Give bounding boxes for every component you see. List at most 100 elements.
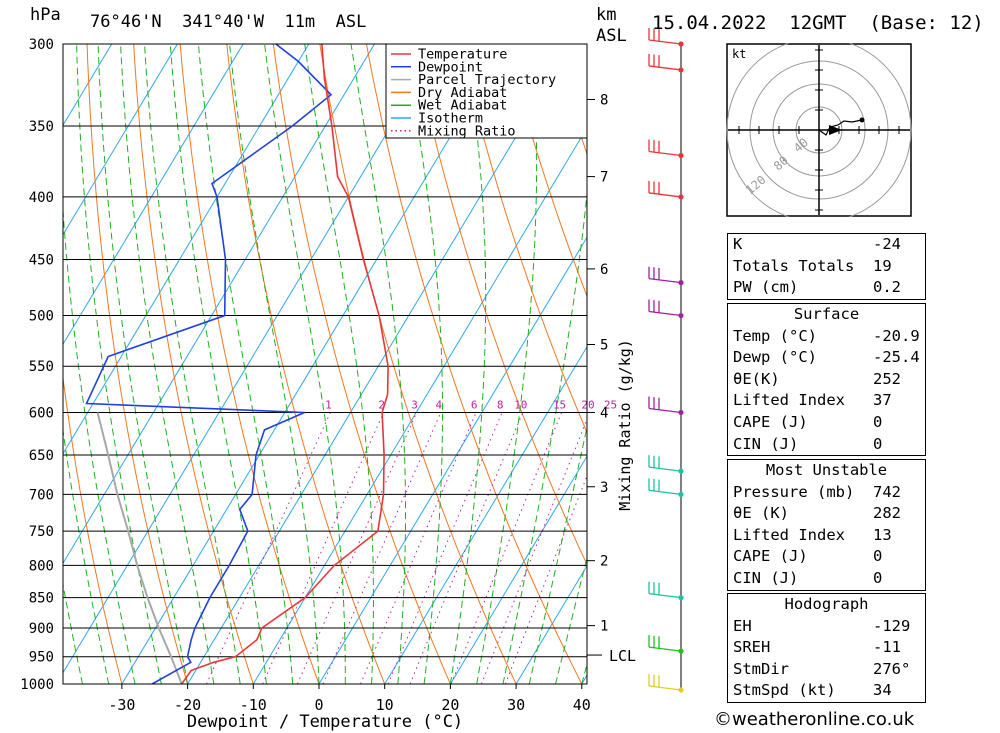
index-label: CIN (J): [733, 568, 799, 587]
isotherm-line: [63, 44, 178, 236]
most-unstable-table: Most Unstable Pressure (mb) 742 θE (K) 282 Li…: [727, 459, 926, 591]
km-tick-label: 5: [600, 338, 608, 354]
mixing-ratio-label: 25: [604, 398, 617, 411]
wet-adiabat-line: [120, 44, 215, 684]
mixing-ratio-label: 2: [378, 398, 385, 411]
wet-adiabat-line: [63, 581, 83, 684]
index-value: -11: [873, 638, 901, 657]
index-row: Temp (°C) -20.9: [728, 326, 925, 348]
x-tick-label: -30: [108, 696, 135, 714]
wet-adiabat-line: [76, 44, 162, 684]
index-value: 34: [873, 681, 892, 700]
wind-barb: [648, 266, 684, 286]
index-value: 252: [873, 369, 901, 388]
wind-barb: [648, 180, 684, 200]
km-tick-label: 1: [600, 619, 608, 635]
isotherm-line: [515, 564, 587, 684]
index-label: CAPE (J): [733, 547, 808, 566]
pressure-tick-label: 300: [29, 37, 54, 53]
index-value: 0.2: [873, 278, 901, 297]
mixing-ratio-line: [322, 412, 442, 684]
legend-entry: Wet Adiabat: [418, 98, 507, 114]
mixing-ratio-label: 6: [471, 398, 478, 411]
temperature-line: [181, 44, 389, 684]
wet-adiabat-line: [304, 44, 374, 684]
index-row: SREH -11: [728, 637, 925, 659]
index-label: θE(K): [733, 369, 780, 388]
legend-entry: Parcel Trajectory: [418, 72, 556, 88]
index-label: K: [733, 235, 743, 253]
wind-barb: [648, 635, 684, 654]
wind-barb: [648, 455, 684, 474]
index-value: 742: [873, 482, 901, 501]
pressure-tick-label: 450: [29, 253, 54, 269]
x-tick-label: 30: [507, 696, 525, 714]
mixing-ratio-line: [504, 474, 587, 684]
index-value: 282: [873, 504, 901, 523]
index-label: CAPE (J): [733, 412, 808, 431]
index-label: Temp (°C): [733, 326, 817, 345]
wet-adiabat-line: [528, 425, 587, 684]
index-label: Totals Totals: [733, 256, 855, 275]
isotherm-line: [63, 44, 441, 674]
wet-adiabat-line: [404, 44, 443, 684]
mixing-ratio-label: 3: [411, 398, 418, 411]
index-label: StmDir: [733, 659, 789, 678]
km-tick-label: 7: [600, 170, 608, 186]
pressure-tick-label: 1000: [20, 677, 54, 693]
isotherm-line: [63, 44, 113, 127]
isotherm-line: [121, 44, 507, 684]
mixing-ratio-line: [360, 412, 477, 684]
mixing-ratio-label: 20: [581, 398, 594, 411]
hodograph-trace: [818, 119, 863, 136]
index-row: Pressure (mb) 742: [728, 482, 925, 504]
pressure-tick-label: 500: [29, 309, 54, 325]
wind-barb: [648, 139, 684, 159]
dewpoint-line: [85, 44, 333, 684]
mixing-ratio-line: [387, 412, 503, 684]
parcel-trajectory-line: [96, 412, 183, 684]
mixing-ratio-line: [409, 412, 524, 684]
isotherm-line: [252, 126, 587, 684]
storm-motion-marker: [829, 125, 842, 135]
isotherm-line: [187, 44, 573, 684]
wind-barb: [648, 28, 684, 47]
hodograph-ring: [726, 43, 912, 217]
legend-entry: Isotherm: [418, 111, 483, 127]
index-row: CAPE (J) 0: [728, 412, 925, 434]
datetime-title: 15.04.2022 12GMT (Base: 12): [652, 12, 984, 34]
mixing-ratio-axis-label: Mixing Ratio (g/kg): [616, 339, 634, 511]
mixing-ratio-line: [206, 412, 331, 684]
dry-adiabat-line: [459, 44, 587, 434]
mixing-ratio-line: [262, 412, 385, 684]
mixing-ratio-label: 1: [325, 398, 332, 411]
index-label: CIN (J): [733, 434, 799, 453]
legend-entry: Dry Adiabat: [418, 85, 507, 101]
pressure-tick-label: 700: [29, 487, 54, 503]
index-label: Lifted Index: [733, 525, 845, 544]
wind-barb: [648, 299, 684, 319]
index-row: Dewp (°C) -25.4: [728, 347, 925, 369]
index-row: K -24: [728, 234, 925, 256]
index-row: StmDir 276°: [728, 659, 925, 681]
asl-axis-label: ASL: [596, 26, 627, 46]
isotherm-line: [581, 674, 587, 684]
index-label: StmSpd (kt): [733, 681, 836, 700]
wet-adiabat-line: [229, 44, 320, 684]
wet-adiabat-line: [476, 44, 538, 684]
dry-adiabat-line: [505, 44, 587, 298]
km-tick-label: 2: [600, 554, 608, 570]
x-tick-label: -10: [240, 696, 267, 714]
mixing-ratio-label: 4: [435, 398, 442, 411]
legend-entry: Temperature: [418, 47, 507, 63]
pressure-tick-label: 550: [29, 359, 54, 375]
wind-barb: [648, 581, 684, 601]
mixing-ratio-label: 8: [497, 398, 504, 411]
index-label: θE (K): [733, 504, 789, 523]
mixing-ratio-label: 15: [553, 398, 566, 411]
mixing-ratio-label: 10: [514, 398, 527, 411]
index-row: StmSpd (kt) 34: [728, 680, 925, 702]
km-tick-label: 6: [600, 262, 608, 278]
